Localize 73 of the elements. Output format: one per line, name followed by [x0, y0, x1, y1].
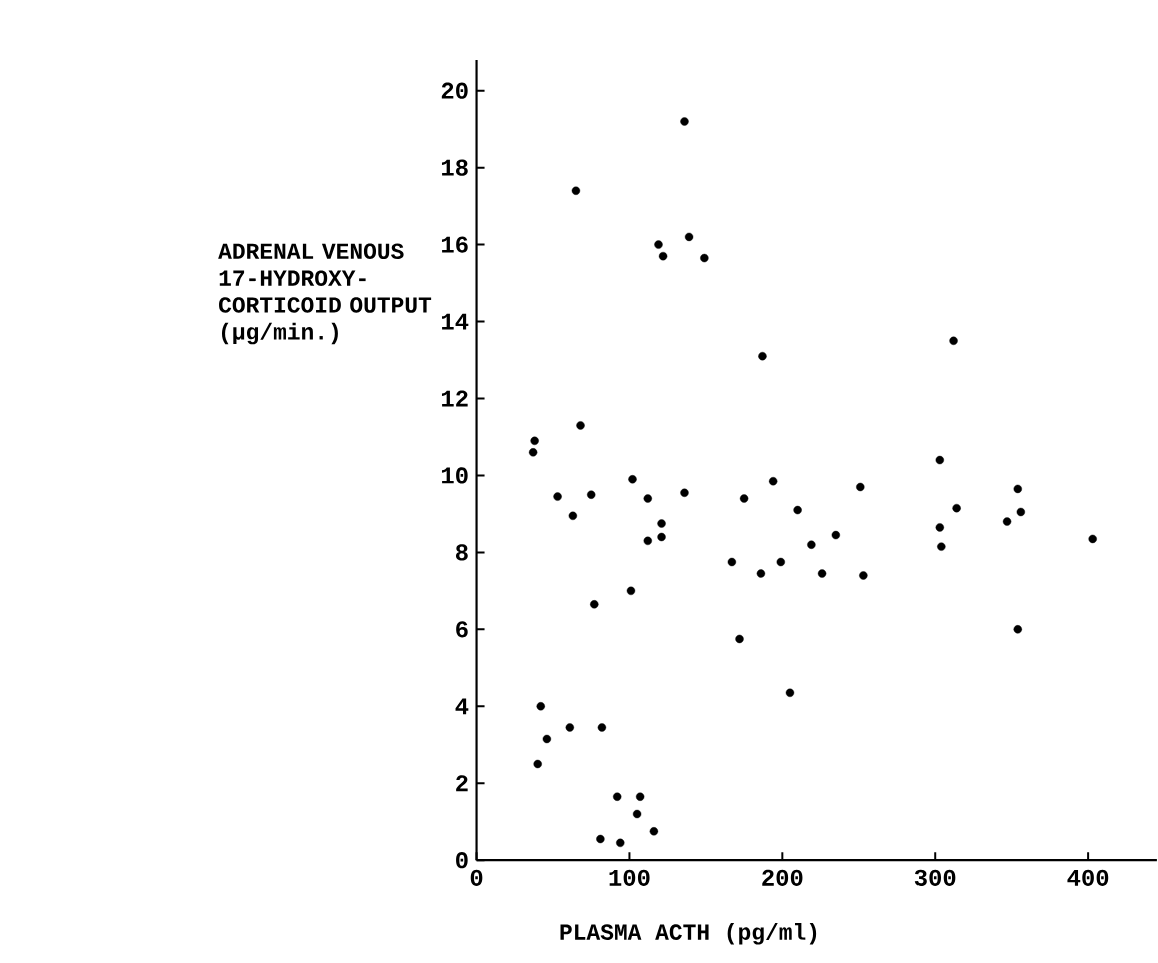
point: [1013, 625, 1022, 634]
y-tick-label: 0: [456, 852, 468, 869]
point: [785, 688, 795, 697]
point: [635, 792, 645, 801]
point: [727, 557, 737, 567]
point: [576, 421, 585, 430]
x-tick-label: 200: [762, 869, 803, 886]
x-tick-label: 100: [609, 869, 650, 886]
point: [565, 723, 575, 732]
point: [680, 488, 689, 497]
point: [1088, 534, 1097, 544]
point: [657, 519, 666, 528]
point: [831, 530, 841, 540]
y-axis-title: ADRENAL VENOUS 17-HYDROXY-CORTICOID OUTPUT (µg/min.): [218, 243, 432, 345]
y-tick-label: 16: [441, 236, 468, 253]
point: [684, 232, 694, 242]
point: [643, 494, 652, 503]
point: [597, 723, 607, 732]
point: [768, 476, 778, 486]
point: [817, 569, 827, 578]
y-tick-label: 10: [441, 467, 468, 484]
point: [643, 536, 652, 546]
point: [568, 511, 578, 521]
point: [632, 809, 642, 819]
x-tick-label: 0: [470, 869, 483, 886]
y-tick-label: 18: [441, 159, 468, 176]
y-tick-label: 4: [455, 698, 469, 715]
x-tick-label: 300: [914, 869, 956, 886]
point: [649, 827, 659, 836]
point: [628, 475, 637, 484]
point: [758, 351, 767, 361]
point: [533, 759, 542, 769]
point: [1016, 507, 1026, 517]
point: [756, 569, 766, 578]
point: [937, 542, 946, 551]
point: [680, 117, 689, 126]
point: [700, 253, 709, 263]
point: [530, 436, 539, 445]
point: [613, 792, 622, 801]
point: [528, 448, 538, 457]
point: [658, 251, 668, 261]
point: [739, 494, 749, 503]
point: [859, 571, 868, 580]
y-tick-label: 14: [441, 313, 469, 330]
point: [952, 503, 961, 513]
point: [807, 540, 816, 549]
point: [571, 186, 581, 195]
point: [657, 532, 666, 542]
point: [1002, 517, 1012, 526]
point: [935, 455, 945, 465]
y-tick-label: 20: [441, 82, 468, 99]
x-tick-label: 400: [1067, 869, 1109, 886]
point: [596, 834, 605, 844]
point: [616, 838, 625, 848]
y-tick-label: 6: [456, 621, 468, 638]
point: [776, 557, 785, 567]
x-axis-title: PLASMA ACTH (pg/ml): [560, 923, 817, 945]
point: [536, 702, 545, 711]
point: [626, 586, 636, 596]
point: [935, 523, 945, 532]
point: [735, 634, 744, 644]
point: [1013, 484, 1022, 494]
y-tick-label: 12: [441, 390, 468, 407]
point: [553, 492, 562, 501]
point: [542, 734, 552, 744]
y-tick-label: 8: [455, 544, 468, 561]
point: [654, 240, 663, 249]
point: [793, 505, 802, 515]
point: [590, 600, 599, 609]
y-tick-label: 2: [456, 775, 468, 792]
point: [949, 336, 958, 345]
point: [856, 482, 865, 492]
point: [587, 490, 596, 499]
